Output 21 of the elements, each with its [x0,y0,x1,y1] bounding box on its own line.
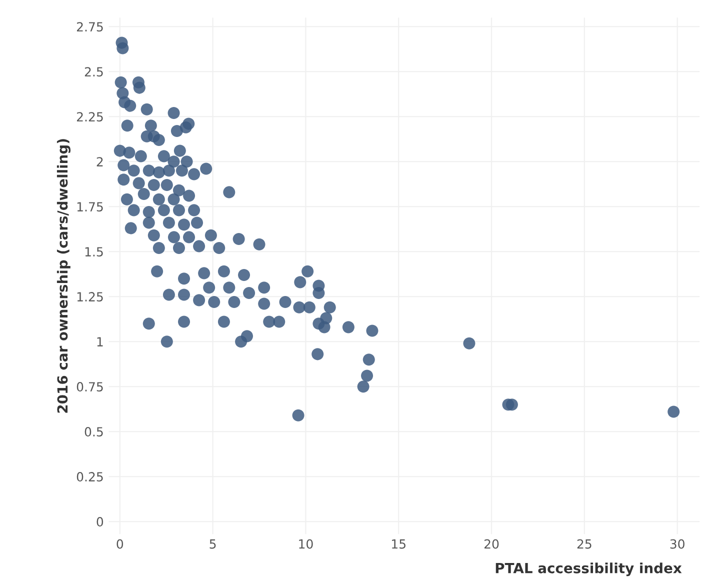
y-tick-label: 0.5 [84,427,103,437]
x-tick-label: 15 [392,539,406,549]
y-tick-label: 2.25 [76,112,103,122]
x-tick-label: 0 [116,539,124,549]
y-tick-label: 0 [96,517,104,526]
y-tick-label: 0.25 [76,472,103,482]
y-tick-label: 1 [97,337,103,346]
y-tick-label: 0.75 [76,382,103,392]
y-tick-label: 1.75 [77,202,103,212]
y-axis-title: 2016 car ownership (cars/dwelling) [56,139,70,413]
y-tick-label: 1.5 [85,247,103,257]
y-tick-label: 2 [96,157,103,166]
x-tick-label: 5 [210,539,216,549]
x-tick-label: 20 [484,539,499,549]
y-tick-label: 1.25 [77,292,103,302]
x-tick-label: 25 [577,539,592,549]
y-tick-label: 2.75 [76,22,103,32]
x-axis-title: PTAL accessibility index [496,562,682,576]
x-tick-label: 30 [670,539,684,549]
x-tick-label: 10 [299,539,313,549]
y-tick-label: 2.5 [84,67,103,77]
